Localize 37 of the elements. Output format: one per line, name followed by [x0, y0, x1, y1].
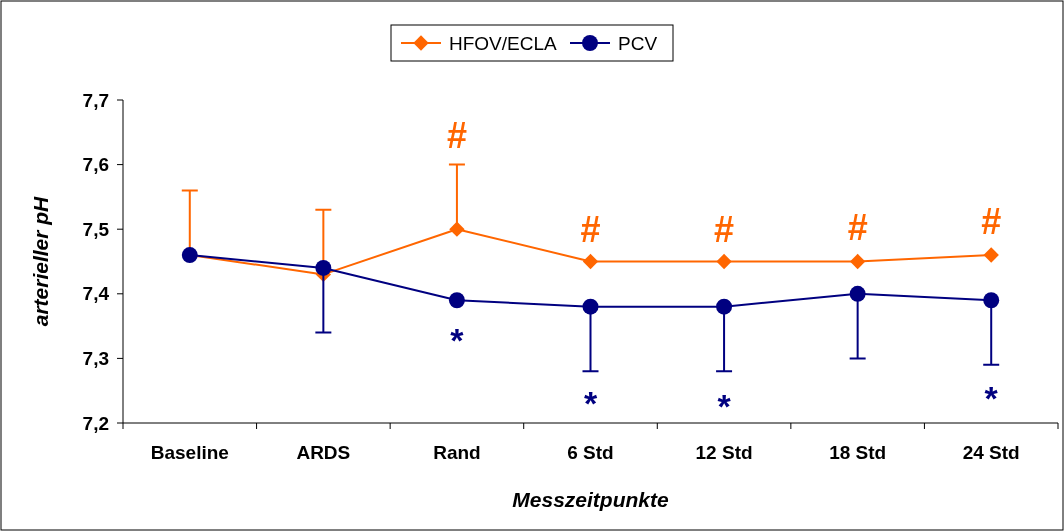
annotation: *	[717, 387, 732, 425]
annotation: #	[847, 207, 868, 248]
point	[582, 253, 599, 270]
legend-label: PCV	[618, 32, 658, 54]
y-tick-label: 7,3	[82, 348, 109, 370]
point	[983, 247, 999, 263]
annotation: *	[450, 321, 465, 359]
x-tick-label: Rand	[433, 442, 481, 463]
annotation: *	[583, 384, 598, 422]
x-tick-label: 18 Std	[829, 442, 887, 463]
x-tick-label: 24 Std	[962, 442, 1020, 463]
y-tick-label: 7,5	[82, 218, 110, 240]
point	[716, 298, 733, 315]
y-tick-label: 7,2	[82, 412, 109, 434]
y-axis-title: arterieller pH	[29, 195, 52, 327]
y-tick-label: 7,7	[82, 89, 109, 111]
x-tick-label: Baseline	[150, 442, 229, 463]
legend-label: HFOV/ECLA	[449, 32, 558, 54]
point	[582, 298, 599, 315]
point	[449, 221, 465, 237]
annotation: #	[981, 201, 1002, 242]
point	[849, 253, 866, 270]
annotation: #	[714, 209, 735, 250]
x-tick-label: 6 Std	[567, 442, 614, 463]
point	[448, 292, 465, 309]
point	[983, 292, 1000, 309]
y-tick-label: 7,4	[82, 283, 110, 305]
annotation: #	[446, 115, 467, 156]
annotation: #	[580, 209, 601, 250]
y-tick-label: 7,6	[82, 154, 109, 176]
annotation: *	[984, 379, 999, 417]
point	[716, 253, 732, 270]
point	[315, 260, 332, 276]
x-axis-title: Messzeitpunkte	[512, 488, 670, 511]
x-tick-label: 12 Std	[695, 442, 753, 463]
x-tick-label: ARDS	[296, 442, 351, 463]
point	[849, 285, 866, 302]
